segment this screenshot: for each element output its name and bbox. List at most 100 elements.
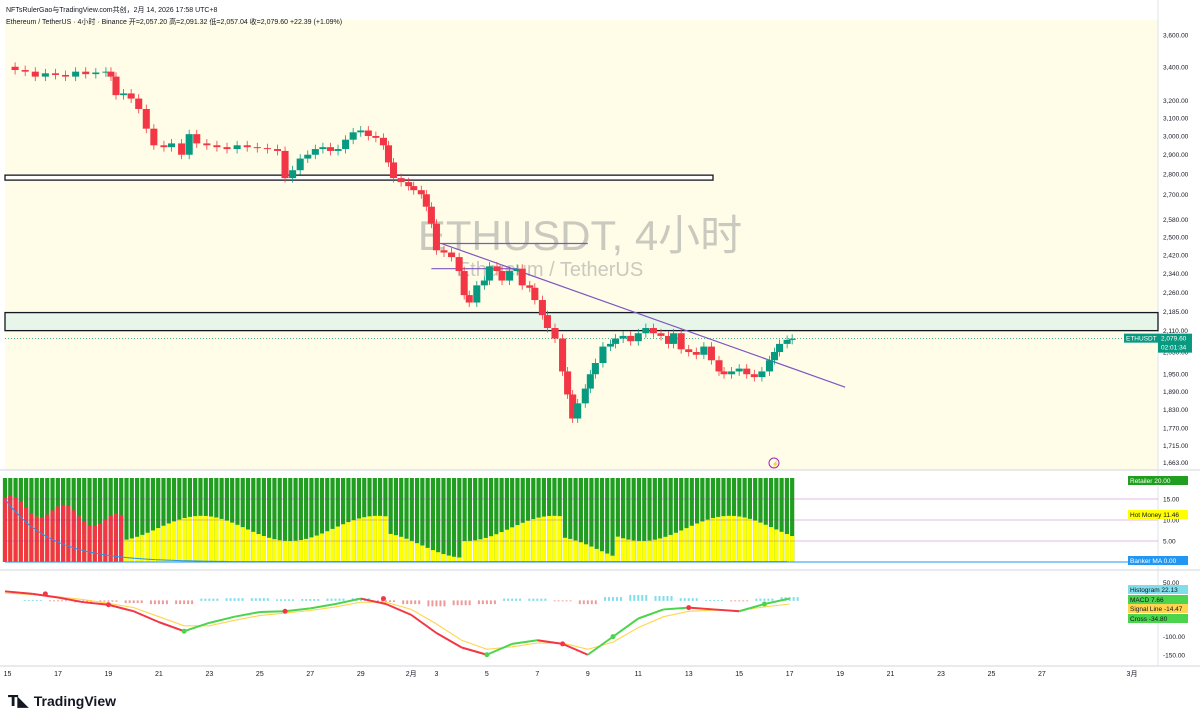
- symbol-label: ETHUSDT: [1126, 336, 1157, 343]
- macd-histogram-bar: [39, 599, 42, 601]
- macd-histogram-bar: [330, 598, 333, 601]
- hot-money-bar: [277, 540, 282, 562]
- hot-money-bar: [652, 539, 657, 562]
- hot-money-bar: [166, 523, 171, 562]
- hot-money-bar: [478, 539, 483, 562]
- macd-histogram-bar: [519, 598, 522, 601]
- candle-body: [526, 285, 534, 288]
- hot-money-bar: [721, 516, 726, 562]
- hot-money-bar: [198, 515, 203, 562]
- macd-histogram-bar: [645, 594, 648, 601]
- x-tick-label: 21: [155, 671, 163, 678]
- hot-money-bar: [335, 526, 340, 562]
- candle-body: [72, 71, 80, 77]
- signal-badge-bg: [1128, 604, 1188, 613]
- banker-bar: [119, 514, 124, 562]
- candle-body: [304, 154, 312, 159]
- macd-line: [738, 603, 765, 613]
- macd-histogram-bar: [582, 600, 585, 605]
- macd-badge-bg: [1128, 595, 1188, 604]
- candle-body: [233, 145, 241, 150]
- y-tick-label: 2,800.00: [1163, 172, 1189, 179]
- hot-money-bar: [388, 533, 393, 562]
- hot-money-bar: [510, 527, 515, 562]
- macd-histogram-bar: [262, 598, 265, 601]
- macd-line: [57, 596, 84, 604]
- hot-money-bar: [684, 528, 689, 562]
- candle-body: [417, 190, 425, 195]
- macd-histogram-bar: [212, 598, 215, 601]
- hot-money-bar: [610, 555, 615, 562]
- hot-money-bar: [171, 521, 177, 562]
- x-tick-label: 15: [4, 671, 12, 678]
- candle-body: [692, 352, 700, 355]
- hot-money-bar: [578, 542, 583, 562]
- hot-money-bar: [520, 522, 525, 562]
- macd-histogram-bar: [561, 600, 564, 602]
- hot-money-bar: [193, 516, 198, 562]
- candle-body: [21, 70, 29, 72]
- macd-histogram-bar: [317, 599, 320, 601]
- candle-body: [465, 295, 473, 303]
- candle-body: [364, 130, 372, 136]
- hot-money-bar: [774, 529, 779, 562]
- hot-money-bar: [288, 540, 293, 562]
- candle-body: [432, 223, 440, 251]
- macd-histogram-bar: [153, 600, 156, 605]
- macd-histogram-bar: [284, 599, 287, 601]
- candle-body: [574, 403, 582, 419]
- hot-money-bar: [451, 556, 457, 562]
- candle-body: [735, 368, 743, 372]
- candle-body: [627, 335, 635, 342]
- support-zone-2110: [4, 311, 1159, 332]
- macd-histogram-bar: [796, 597, 799, 601]
- candle-body: [102, 71, 110, 73]
- macd-histogram-bar: [266, 598, 269, 601]
- hot-money-bar: [594, 548, 599, 562]
- banker-bar: [2, 497, 8, 562]
- macd-histogram-bar: [115, 600, 118, 602]
- tradingview-logo-icon: T◣: [8, 692, 29, 710]
- hot-money-bar: [377, 515, 383, 562]
- banker-bar: [76, 516, 82, 562]
- hot-money-bar: [420, 545, 425, 562]
- hot-money-bar: [414, 543, 420, 562]
- candle-body: [289, 170, 297, 179]
- hot-money-bar: [272, 539, 277, 562]
- macd-histogram-bar: [233, 598, 236, 601]
- banker-bar: [45, 514, 50, 562]
- macd-histogram-bar: [301, 599, 304, 601]
- macd-histogram-bar: [241, 598, 244, 601]
- macd-histogram-bar: [637, 594, 640, 601]
- macd-histogram-bar: [746, 600, 749, 602]
- y-tick-label: 3,200.00: [1163, 98, 1189, 105]
- macd-histogram-bar: [410, 600, 413, 605]
- macd-histogram-bar: [616, 597, 619, 601]
- banker-bar: [87, 525, 92, 562]
- y-tick-label: 3,100.00: [1163, 115, 1189, 122]
- hot-money-bar: [547, 515, 552, 562]
- signal-line: [4, 592, 790, 650]
- hot-money-bar: [790, 536, 795, 562]
- main-pane-bg: [5, 20, 1158, 470]
- y-tick-label: 2,260.00: [1163, 290, 1189, 297]
- cross-marker: [761, 601, 767, 607]
- tradingview-brand[interactable]: T◣ TradingView: [8, 692, 116, 710]
- candle-body: [559, 338, 567, 372]
- retailer-badge-bg: [1128, 476, 1188, 485]
- candle-body: [31, 71, 39, 77]
- macd-line: [83, 601, 109, 606]
- candle-body: [150, 128, 158, 146]
- macd-histogram-bar: [132, 600, 135, 604]
- hot-money-bar: [356, 518, 362, 562]
- macd-histogram-bar: [528, 598, 531, 601]
- macd-histogram-bar: [250, 598, 253, 601]
- macd-histogram-bar: [191, 600, 194, 605]
- brand-name: TradingView: [33, 693, 116, 709]
- macd-histogram-bar: [594, 600, 597, 605]
- candle-body: [372, 135, 380, 138]
- hot-money-bar: [584, 544, 589, 562]
- candle-body: [460, 271, 468, 296]
- candle-body: [384, 145, 393, 163]
